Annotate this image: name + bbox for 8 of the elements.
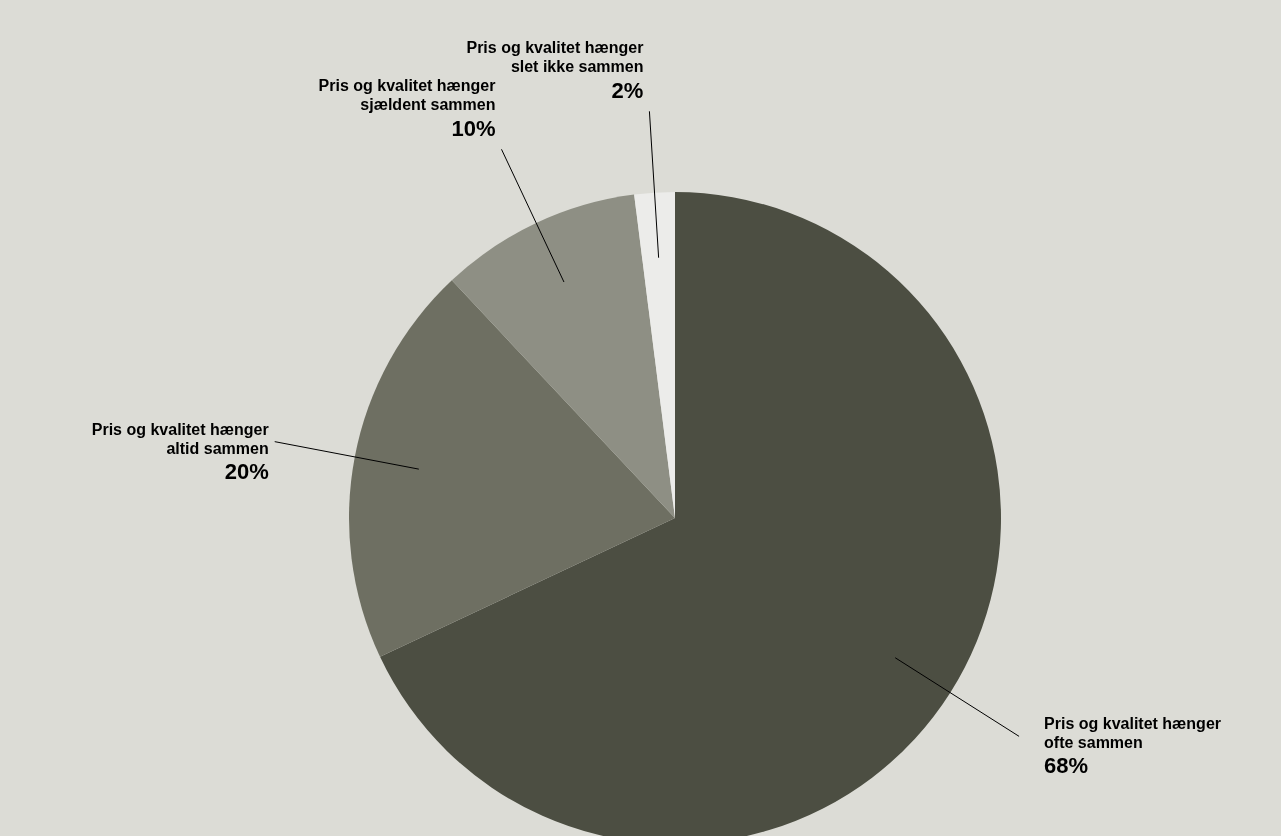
data-label: 68% [1044, 753, 1089, 779]
data-label: 20% [224, 458, 269, 484]
slice-label: Pris og kvalitet hænger altid sammen [91, 420, 269, 457]
data-label: 10% [451, 116, 496, 142]
slice-label: Pris og kvalitet hænger ofte sammen [1044, 715, 1221, 752]
data-label: 2% [611, 78, 644, 104]
slice-label: Pris og kvalitet hænger sjældent sammen [318, 77, 496, 114]
slice-label: Pris og kvalitet hænger slet ikke sammen [466, 39, 644, 76]
